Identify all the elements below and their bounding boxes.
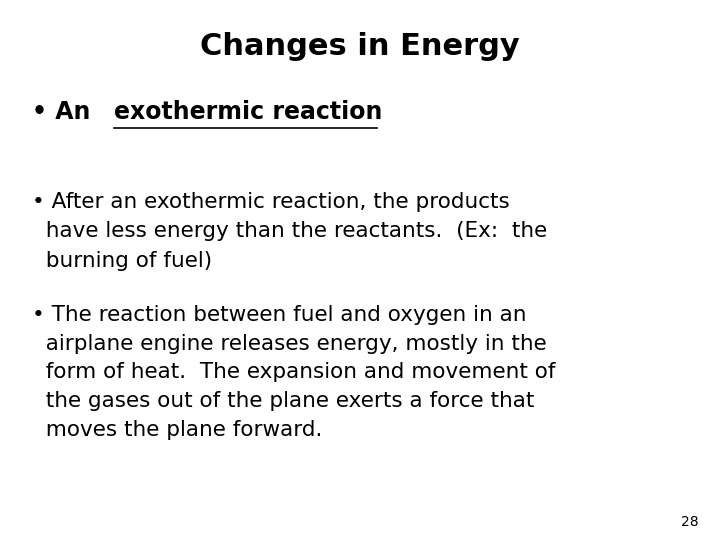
Text: burning of fuel): burning of fuel) [32,251,212,271]
Text: form of heat.  The expansion and movement of: form of heat. The expansion and movement… [32,362,556,382]
Text: exothermic reaction: exothermic reaction [114,100,382,124]
Text: have less energy than the reactants.  (Ex:  the: have less energy than the reactants. (Ex… [32,221,548,241]
Text: • An: • An [32,100,99,124]
Text: • The reaction between fuel and oxygen in an: • The reaction between fuel and oxygen i… [32,305,527,325]
Text: the gases out of the plane exerts a force that: the gases out of the plane exerts a forc… [32,391,535,411]
Text: airplane engine releases energy, mostly in the: airplane engine releases energy, mostly … [32,334,547,354]
Text: 28: 28 [681,515,698,529]
Text: Changes in Energy: Changes in Energy [200,32,520,62]
Text: • After an exothermic reaction, the products: • After an exothermic reaction, the prod… [32,192,510,212]
Text: moves the plane forward.: moves the plane forward. [32,420,323,440]
